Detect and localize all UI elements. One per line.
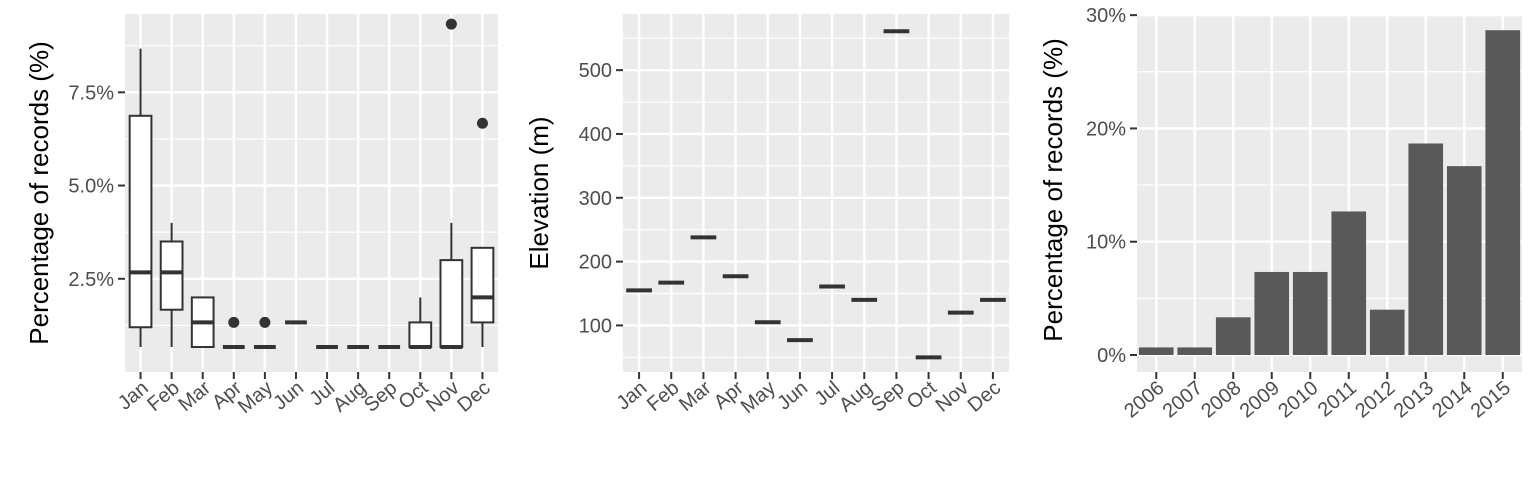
x-tick-label: 2006 [1120,377,1168,422]
bar-2009 [1254,271,1290,356]
box-nov [439,18,464,350]
elevation-marks [626,29,1006,360]
bar-2013 [1408,143,1444,356]
plot-panel-background [623,14,1009,372]
x-tick-label: 2015 [1467,377,1515,422]
outlier-point [445,18,457,30]
x-tick-label: 2012 [1351,377,1399,422]
bar-2007 [1177,347,1213,356]
y-tick-label: 200 [579,252,612,274]
y-tick-label: 0% [1097,345,1126,367]
box-oct [408,297,433,350]
bar-2011 [1331,211,1367,356]
x-tick-label: Jun [269,377,308,415]
box-dec [470,117,495,348]
box-mar [190,296,215,349]
outlier-point [228,316,240,328]
bar-2008 [1215,317,1251,356]
x-tick-label: Dec [964,377,1005,417]
box-body [439,259,464,349]
box-may [253,316,276,350]
y-tick-label: 300 [579,188,612,210]
y-tick-label: 30% [1086,5,1126,27]
y-tick-label: 400 [579,124,612,146]
box-body [470,246,495,324]
x-tick-label: Oct [903,377,941,414]
bar-2014 [1446,166,1482,356]
x-tick-label: 2010 [1274,377,1322,422]
box-body [128,114,153,329]
bar-2015 [1485,30,1521,356]
box-body [408,321,433,349]
y-tick-label: 5.0% [68,176,114,198]
outlier-point [259,316,271,328]
box-body [159,240,184,311]
x-tick-label: 2011 [1314,377,1361,422]
y-axis-title: Percentage of records (%) [1038,38,1068,341]
y-tick-label: 10% [1086,232,1126,254]
plot-panel-background [125,14,498,372]
x-tick-label: 2007 [1159,377,1207,422]
y-tick-label: 20% [1086,118,1126,140]
bar-2010 [1292,271,1328,356]
x-tick-label: 2008 [1197,377,1245,422]
x-tick-label: Dec [453,377,494,417]
yearly-percentage-bar-chart: 0% 10% 20% 30% 2006200720082009201020112012… [1038,5,1522,422]
y-axis: 2.5% 5.0% 7.5% [68,82,125,291]
monthly-percentage-boxplot: 2.5% 5.0% 7.5% JanFebMarAprMayJunJulAugSep… [24,14,498,418]
boxplot-marks [128,18,495,350]
bar-marks [1138,30,1521,356]
box-jan [128,48,153,348]
x-tick-label: 2014 [1428,377,1476,422]
box-feb [159,222,184,348]
y-axis: 100 200 300 400 500 [579,60,623,337]
y-tick-label: 100 [579,315,612,337]
x-tick-label: 2009 [1236,377,1284,422]
y-axis-title: Percentage of records (%) [24,41,54,344]
x-tick-label: 2013 [1390,377,1438,422]
box-apr [222,316,245,350]
y-axis-title: Elevation (m) [524,116,554,269]
x-tick-label: Jun [773,377,812,415]
y-tick-label: 7.5% [68,82,114,104]
y-tick-label: 500 [579,60,612,82]
y-axis: 0% 10% 20% 30% [1086,5,1137,367]
y-tick-label: 2.5% [68,269,114,291]
bar-2012 [1369,309,1405,356]
monthly-elevation-plot: 100 200 300 400 500 JanFebMarAprMayJunJulAug… [524,14,1009,418]
outlier-point [476,117,488,129]
bar-2006 [1138,347,1174,356]
